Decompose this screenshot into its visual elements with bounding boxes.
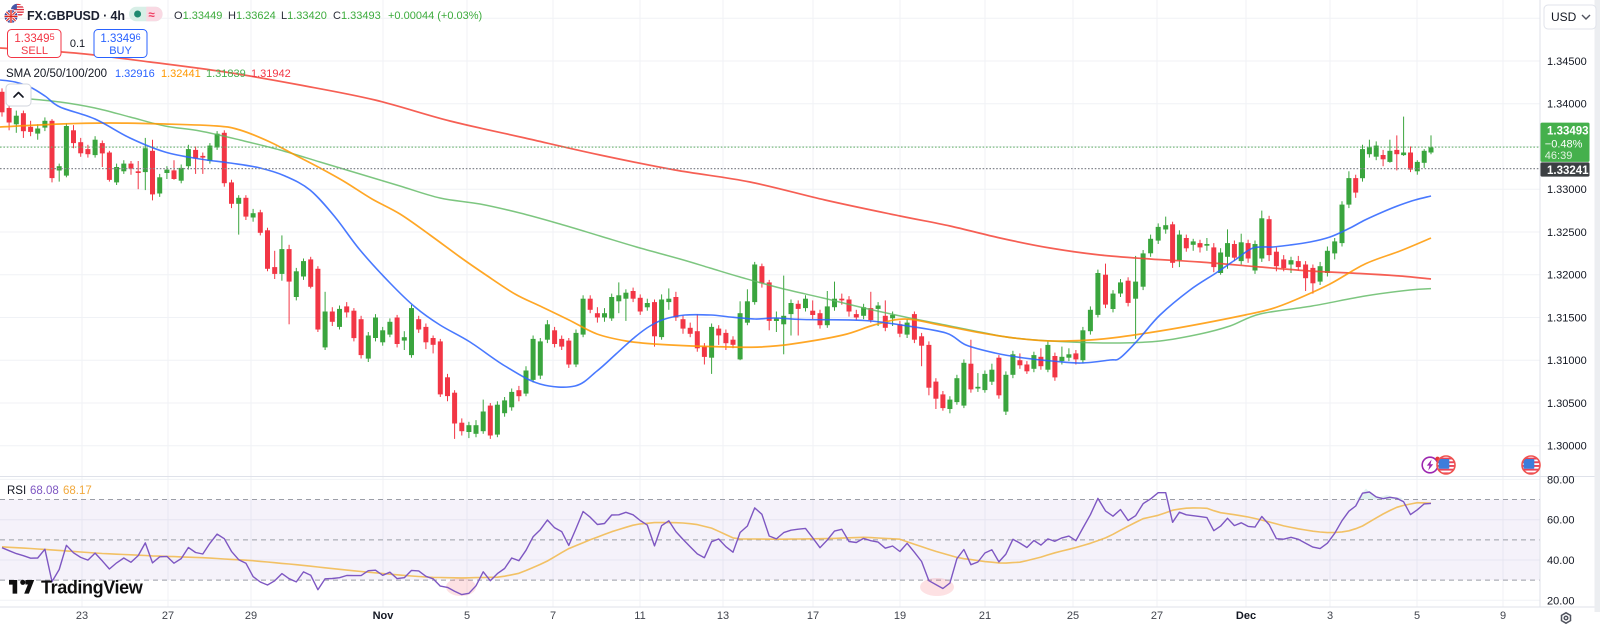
svg-text:23: 23	[76, 610, 88, 622]
svg-text:1.33495: 1.33495	[14, 32, 54, 45]
svg-text:≈: ≈	[149, 9, 156, 21]
svg-text:1.30000: 1.30000	[1547, 441, 1587, 453]
svg-text:1.33496: 1.33496	[100, 32, 140, 45]
svg-text:7: 7	[550, 610, 556, 622]
svg-text:L1.33420: L1.33420	[281, 10, 327, 22]
svg-text:21: 21	[979, 610, 991, 622]
svg-text:1.30500: 1.30500	[1547, 398, 1587, 410]
svg-text:27: 27	[1151, 610, 1163, 622]
svg-text:Dec: Dec	[1236, 610, 1256, 622]
svg-text:C1.33493: C1.33493	[333, 10, 381, 22]
svg-text:60.00: 60.00	[1547, 515, 1575, 527]
svg-text:19: 19	[894, 610, 906, 622]
svg-text:SMA 20/50/100/200: SMA 20/50/100/200	[6, 68, 107, 80]
svg-text:Nov: Nov	[373, 610, 395, 622]
svg-text:5: 5	[464, 610, 470, 622]
svg-text:27: 27	[162, 610, 174, 622]
svg-text:25: 25	[1067, 610, 1079, 622]
svg-text:80.00: 80.00	[1547, 474, 1575, 486]
svg-text:1.32000: 1.32000	[1547, 270, 1587, 282]
svg-text:1.32500: 1.32500	[1547, 227, 1587, 239]
svg-text:1.34000: 1.34000	[1547, 99, 1587, 111]
svg-text:46:39: 46:39	[1545, 150, 1573, 162]
svg-text:17: 17	[807, 610, 819, 622]
svg-text:68.17: 68.17	[63, 485, 92, 497]
svg-text:9: 9	[1500, 610, 1506, 622]
svg-text:5: 5	[1414, 610, 1420, 622]
svg-text:0.1: 0.1	[70, 38, 85, 50]
svg-text:O1.33449: O1.33449	[174, 10, 222, 22]
svg-text:1.34500: 1.34500	[1547, 56, 1587, 68]
svg-text:1.31000: 1.31000	[1547, 355, 1587, 367]
svg-text:H1.33624: H1.33624	[228, 10, 276, 22]
svg-text:1.31500: 1.31500	[1547, 313, 1587, 325]
svg-text:TradingView: TradingView	[41, 578, 144, 598]
svg-text:20.00: 20.00	[1547, 595, 1575, 607]
svg-text:FX:GBPUSD · 4h: FX:GBPUSD · 4h	[27, 9, 125, 23]
svg-text:+0.00044 (+0.03%): +0.00044 (+0.03%)	[388, 10, 482, 22]
svg-text:USD: USD	[1551, 10, 1577, 24]
svg-text:68.08: 68.08	[30, 485, 59, 497]
svg-text:40.00: 40.00	[1547, 555, 1575, 567]
svg-text:RSI: RSI	[7, 485, 26, 497]
svg-text:1.33493: 1.33493	[1547, 126, 1589, 138]
svg-text:3: 3	[1327, 610, 1333, 622]
svg-text:11: 11	[634, 610, 645, 622]
svg-text:1.31839: 1.31839	[206, 68, 246, 80]
svg-text:BUY: BUY	[109, 45, 132, 57]
svg-text:1.31942: 1.31942	[251, 68, 291, 80]
svg-text:−0.48%: −0.48%	[1545, 138, 1583, 150]
svg-text:SELL: SELL	[21, 45, 48, 57]
svg-text:29: 29	[245, 610, 257, 622]
svg-text:13: 13	[717, 610, 729, 622]
svg-text:1.32441: 1.32441	[161, 68, 201, 80]
svg-text:1.33000: 1.33000	[1547, 184, 1587, 196]
svg-text:1.32916: 1.32916	[115, 68, 155, 80]
svg-text:1.33241: 1.33241	[1547, 165, 1589, 177]
